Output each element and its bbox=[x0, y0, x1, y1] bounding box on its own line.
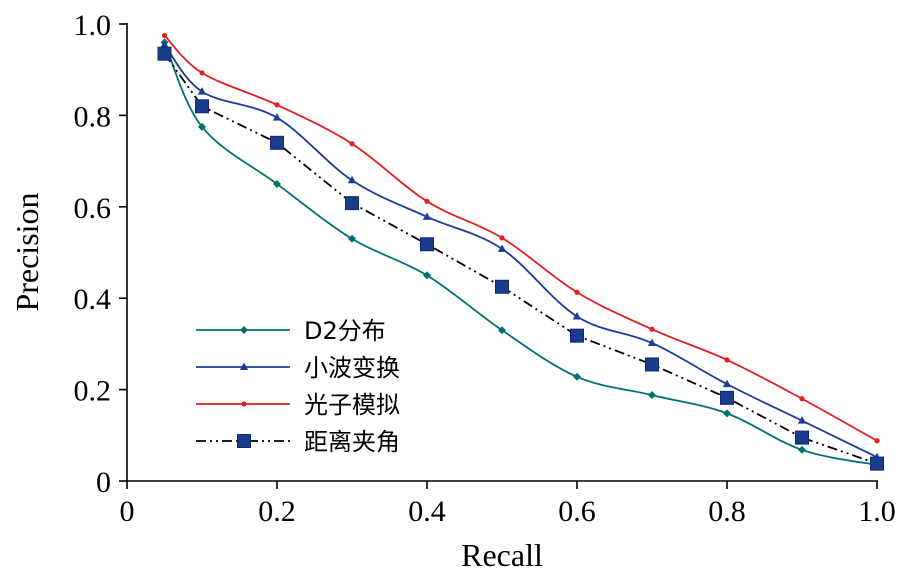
y-tick-label: 0 bbox=[96, 466, 111, 499]
data-point bbox=[160, 40, 169, 48]
data-point bbox=[574, 289, 580, 295]
x-tick-label: 1.0 bbox=[858, 495, 896, 528]
data-point bbox=[195, 99, 209, 114]
data-point bbox=[649, 326, 655, 332]
series-1 bbox=[160, 38, 881, 470]
data-point bbox=[198, 122, 206, 131]
data-point bbox=[348, 234, 356, 243]
data-point bbox=[423, 271, 431, 280]
data-point bbox=[349, 141, 355, 147]
x-axis-title: Recall bbox=[461, 537, 543, 573]
series-line bbox=[163, 34, 878, 442]
data-point bbox=[422, 212, 432, 220]
data-point bbox=[274, 102, 280, 108]
axes: 0 0.2 0.4 0.6 0.8 1.0 0 0.2 0.4 0.6 0.8 1.0 bbox=[74, 9, 896, 528]
data-point bbox=[724, 357, 730, 363]
legend-label: 距离夹角 bbox=[304, 428, 400, 456]
legend-swatch-marker bbox=[239, 362, 249, 370]
data-point bbox=[572, 311, 582, 320]
data-point bbox=[495, 279, 509, 294]
legend-swatch-marker bbox=[240, 326, 248, 334]
data-point bbox=[874, 438, 880, 444]
legend-label: 小波变换 bbox=[304, 354, 400, 382]
legend-swatch-marker bbox=[237, 434, 251, 448]
data-point bbox=[199, 70, 205, 76]
data-point bbox=[273, 179, 281, 188]
data-point bbox=[573, 372, 581, 381]
data-point bbox=[497, 244, 507, 252]
data-point bbox=[157, 46, 172, 61]
data-point bbox=[795, 430, 809, 445]
series-line bbox=[163, 41, 878, 466]
data-point bbox=[648, 391, 656, 400]
data-point bbox=[720, 390, 734, 405]
y-tick-label: 0.4 bbox=[74, 283, 112, 316]
y-tick-label: 0.2 bbox=[74, 375, 112, 408]
x-tick-label: 0 bbox=[120, 495, 135, 528]
legend-label: 光子模拟 bbox=[304, 391, 400, 419]
legend-label: D2分布 bbox=[304, 317, 386, 345]
y-tick-label: 0.8 bbox=[74, 100, 112, 133]
y-tick-label: 1.0 bbox=[74, 9, 112, 42]
series-3 bbox=[161, 32, 880, 444]
x-tick-label: 0.8 bbox=[708, 495, 746, 528]
series-2 bbox=[160, 40, 882, 461]
data-point bbox=[270, 135, 284, 150]
data-point bbox=[798, 445, 806, 454]
x-tick-label: 0.6 bbox=[558, 495, 596, 528]
data-point bbox=[161, 32, 168, 39]
data-point bbox=[197, 87, 207, 95]
data-point bbox=[570, 328, 584, 343]
data-point bbox=[645, 357, 659, 372]
y-tick-label: 0.6 bbox=[74, 192, 112, 225]
data-point bbox=[347, 175, 357, 184]
plot-area bbox=[157, 32, 884, 471]
series-line bbox=[163, 53, 878, 465]
data-point bbox=[272, 113, 282, 121]
x-tick-label: 0.4 bbox=[408, 495, 446, 528]
data-point bbox=[723, 409, 731, 418]
legend-swatch-marker bbox=[241, 401, 247, 407]
data-point bbox=[722, 379, 732, 388]
data-point bbox=[424, 198, 430, 204]
series-4 bbox=[157, 46, 884, 471]
data-point bbox=[799, 396, 805, 402]
data-point bbox=[797, 416, 807, 424]
y-axis-title: Precision bbox=[9, 192, 45, 311]
data-point bbox=[420, 237, 434, 252]
data-point bbox=[345, 196, 359, 211]
data-point bbox=[870, 456, 884, 471]
x-tick-label: 0.2 bbox=[258, 495, 296, 528]
data-point bbox=[498, 326, 506, 335]
data-point bbox=[499, 235, 505, 241]
data-point bbox=[647, 338, 657, 346]
